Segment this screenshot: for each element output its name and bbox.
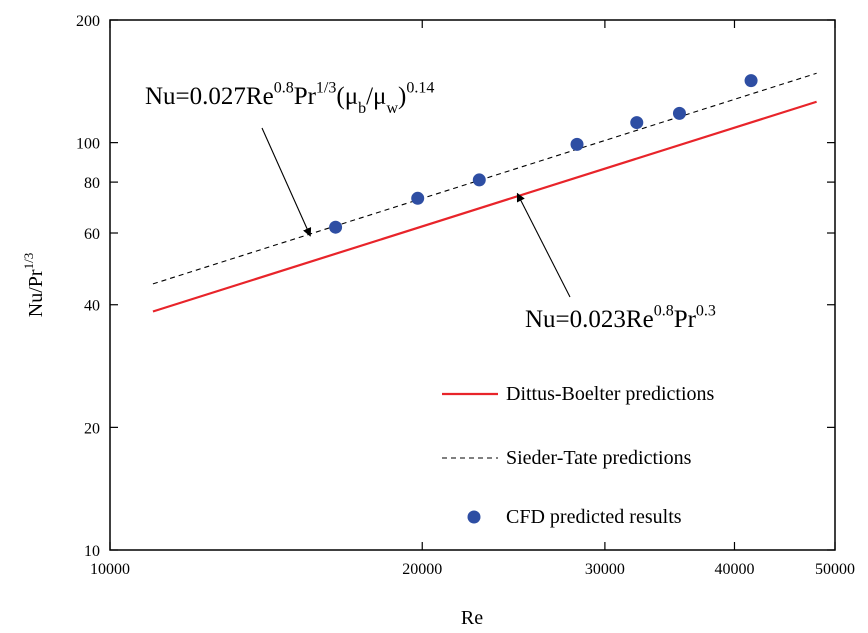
series-layer bbox=[152, 72, 817, 313]
legend-item-dittus-boelter-label: Dittus-Boelter predictions bbox=[506, 383, 715, 405]
y-tick-label: 80 bbox=[84, 175, 100, 192]
y-tick-label: 40 bbox=[84, 298, 100, 315]
dittus-boelter-annotation-part: 0.8 bbox=[654, 303, 674, 320]
plot-area-frame bbox=[109, 19, 836, 551]
y-axis-label: Nu/Pr1/3 bbox=[21, 253, 47, 317]
y-axis-label-sup: 1/3 bbox=[21, 253, 36, 270]
cfd-data-point bbox=[744, 74, 758, 88]
sieder-tate-annotation-part: /μ bbox=[366, 83, 386, 110]
cfd-data-point bbox=[411, 191, 425, 205]
y-tick-label: 20 bbox=[84, 420, 100, 437]
legend-item-cfd-marker bbox=[467, 510, 481, 524]
x-tick-label: 10000 bbox=[90, 561, 130, 578]
sieder-tate-annotation-part: Nu=0.027Re bbox=[145, 83, 274, 110]
sieder-tate-annotation-part: b bbox=[358, 100, 366, 117]
y-axis-label-base: Nu/Pr bbox=[25, 269, 47, 317]
x-axis-label: Re bbox=[461, 607, 483, 629]
y-tick-label: 60 bbox=[84, 226, 100, 243]
cfd-data-point bbox=[570, 137, 584, 151]
y-tick-label: 200 bbox=[76, 13, 100, 30]
dittus-boelter-annotation-part: Nu=0.023Re bbox=[525, 306, 654, 333]
sieder-tate-annotation-part: 0.14 bbox=[406, 80, 434, 97]
sieder-tate-annotation-arrow bbox=[261, 127, 312, 237]
x-tick-label: 40000 bbox=[714, 561, 754, 578]
x-tick-label: 20000 bbox=[402, 561, 442, 578]
dittus-boelter-annotation-part: Pr bbox=[674, 306, 697, 333]
cfd-data-point bbox=[672, 106, 686, 120]
sieder-tate-line bbox=[152, 72, 817, 285]
sieder-tate-annotation-part: (μ bbox=[336, 83, 358, 110]
sieder-tate-annotation-part: 0.8 bbox=[274, 80, 294, 97]
sieder-tate-annotation: Nu=0.027Re0.8Pr1/3(μb/μw)0.14 bbox=[145, 80, 434, 117]
sieder-tate-annotation-part: w bbox=[386, 100, 398, 117]
legend: Dittus-Boelter predictions Sieder-Tate pr… bbox=[442, 383, 715, 528]
dittus-boelter-line bbox=[152, 100, 817, 313]
dittus-boelter-annotation: Nu=0.023Re0.8Pr0.3 bbox=[525, 303, 716, 333]
y-tick-label: 100 bbox=[76, 136, 100, 153]
sieder-tate-annotation-part: Pr bbox=[294, 83, 317, 110]
dittus-boelter-annotation-arrow bbox=[516, 192, 571, 298]
y-axis-ticks: 10 20 40 60 80 100 200 bbox=[76, 13, 835, 560]
sieder-tate-annotation-part: 1/3 bbox=[316, 80, 336, 97]
cfd-data-point bbox=[472, 173, 486, 187]
y-tick-label: 10 bbox=[84, 543, 100, 560]
x-tick-label: 50000 bbox=[815, 561, 855, 578]
legend-item-sieder-tate-label: Sieder-Tate predictions bbox=[506, 447, 692, 469]
cfd-data-point bbox=[329, 220, 343, 234]
cfd-data-point bbox=[630, 116, 644, 130]
dittus-boelter-annotation-part: 0.3 bbox=[696, 303, 716, 320]
sieder-tate-annotation-part: ) bbox=[398, 83, 406, 110]
x-tick-label: 30000 bbox=[585, 561, 625, 578]
x-axis-ticks: 10000 20000 30000 40000 50000 bbox=[90, 20, 855, 578]
legend-item-cfd-label: CFD predicted results bbox=[506, 506, 682, 528]
annotation-layer: Nu=0.027Re0.8Pr1/3(μb/μw)0.14Nu=0.023Re0… bbox=[145, 80, 716, 333]
